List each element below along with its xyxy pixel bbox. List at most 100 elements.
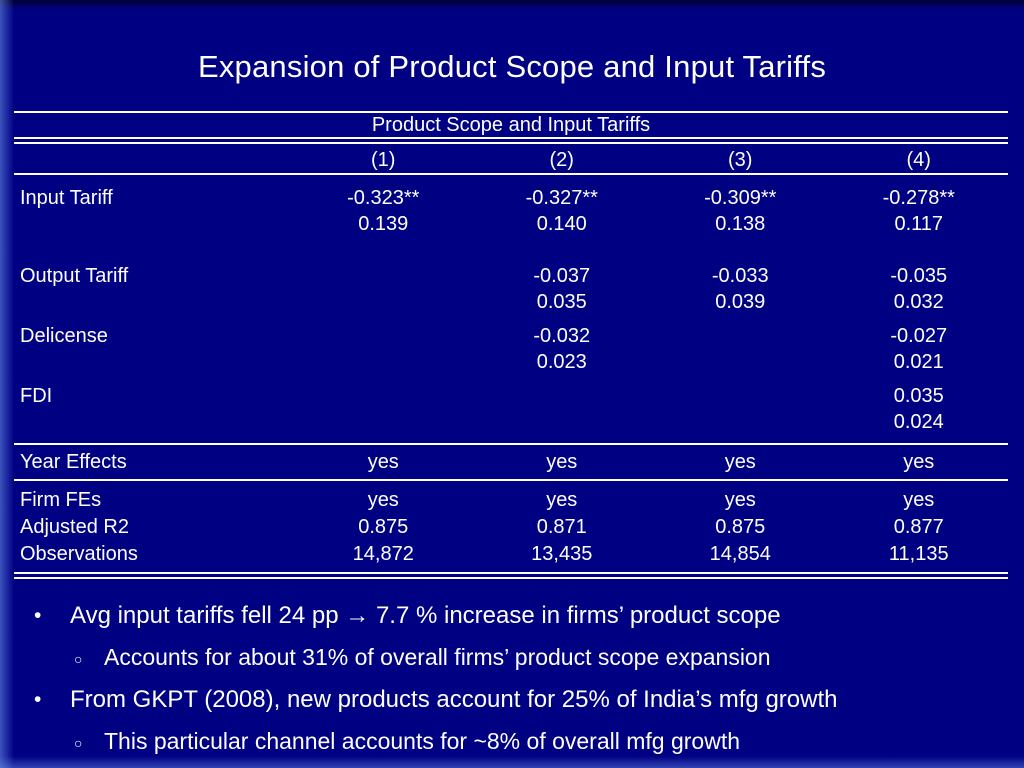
se-cell: 0.024 <box>893 411 944 433</box>
table-row: FDI 0.035 <box>14 383 1008 409</box>
value-cell: 14,854 <box>709 543 771 565</box>
value-cell: 0.871 <box>536 516 587 538</box>
coef-cell: -0.033 <box>711 265 769 287</box>
table-rule <box>14 479 1008 481</box>
value-cell: yes <box>903 451 935 473</box>
column-header-row: (1) (2) (3) (4) <box>14 147 1008 173</box>
value-cell: 0.875 <box>715 516 766 538</box>
table-row: Output Tariff -0.037 -0.033 -0.035 <box>14 263 1008 289</box>
empty-cell <box>14 289 294 315</box>
results-table: Product Scope and Input Tariffs (1) (2) … <box>14 111 1008 579</box>
empty-cell <box>14 409 294 435</box>
se-cell <box>651 409 830 435</box>
row-label: FDI <box>20 385 53 407</box>
coef-cell: -0.323** <box>347 187 420 209</box>
row-label: Observations <box>20 543 138 565</box>
bullet-item: • From GKPT (2008), new products account… <box>22 683 1004 716</box>
value-cell: yes <box>367 451 399 473</box>
bullet-text: From GKPT (2008), new products account f… <box>70 686 838 713</box>
se-cell: 0.023 <box>536 351 587 373</box>
variable-block-input-tariff: Input Tariff -0.323** -0.327** -0.309** … <box>14 185 1008 237</box>
value-cell: 0.877 <box>893 516 944 538</box>
row-label: Year Effects <box>20 451 127 473</box>
empty-cell <box>14 147 294 173</box>
bullet-circle-icon: ○ <box>74 651 83 667</box>
coef-cell: -0.327** <box>525 187 598 209</box>
bullet-circle-icon: ○ <box>74 735 83 751</box>
coef-cell <box>294 263 473 289</box>
value-cell: yes <box>546 451 578 473</box>
value-cell: yes <box>546 489 578 511</box>
coef-cell: -0.309** <box>704 187 777 209</box>
value-cell: 0.875 <box>358 516 409 538</box>
se-cell: 0.139 <box>358 213 409 235</box>
empty-cell <box>14 211 294 237</box>
table-row: Delicense -0.032 -0.027 <box>14 323 1008 349</box>
coef-cell: -0.037 <box>533 265 591 287</box>
row-label: Output Tariff <box>20 265 129 287</box>
bullet-text: This particular channel accounts for ~8%… <box>104 728 741 754</box>
se-cell: 0.032 <box>893 291 944 313</box>
se-cell <box>294 349 473 375</box>
variable-block-output-tariff: Output Tariff -0.037 -0.033 -0.035 0.035… <box>14 263 1008 315</box>
bullet-disc-icon: • <box>34 604 42 627</box>
se-cell: 0.021 <box>893 351 944 373</box>
column-header: (1) <box>371 149 396 171</box>
coef-cell <box>473 383 652 409</box>
table-row-observations: Observations 14,872 13,435 14,854 11,135 <box>14 541 1008 568</box>
row-label: Adjusted R2 <box>20 516 129 538</box>
slide-edge-left <box>0 0 14 768</box>
value-cell: yes <box>367 489 399 511</box>
value-cell: 14,872 <box>352 543 414 565</box>
value-cell: 13,435 <box>531 543 593 565</box>
se-cell <box>651 349 830 375</box>
table-row-year-effects: Year Effects yes yes yes yes <box>14 445 1008 479</box>
table-rule <box>14 443 1008 445</box>
se-cell <box>473 409 652 435</box>
table-rule-double <box>14 137 1008 144</box>
se-cell: 0.117 <box>894 213 944 235</box>
table-row-firm-fes: Firm FEs yes yes yes yes <box>14 481 1008 514</box>
bullet-subitem: ○ Accounts for about 31% of overall firm… <box>74 641 1004 675</box>
bullet-item: • Avg input tariffs fell 24 pp → 7.7 % i… <box>22 599 1004 632</box>
bullet-text: Avg input tariffs fell 24 pp → 7.7 % inc… <box>70 602 781 629</box>
se-cell <box>294 289 473 315</box>
table-row: 0.139 0.140 0.138 0.117 <box>14 211 1008 237</box>
table-rule-bottom <box>14 572 1008 579</box>
column-header: (4) <box>906 149 931 171</box>
coef-cell: -0.035 <box>890 265 948 287</box>
coef-cell <box>651 383 830 409</box>
table-rule <box>14 173 1008 175</box>
column-header: (3) <box>728 149 753 171</box>
page-title: Expansion of Product Scope and Input Tar… <box>197 49 827 84</box>
variable-block-delicense: Delicense -0.032 -0.027 0.023 0.021 <box>14 323 1008 375</box>
value-cell: yes <box>903 489 935 511</box>
bullet-text: Accounts for about 31% of overall firms’… <box>104 644 771 670</box>
table-row: 0.024 <box>14 409 1008 435</box>
row-label: Firm FEs <box>20 489 102 511</box>
coef-cell <box>294 383 473 409</box>
se-cell <box>294 409 473 435</box>
se-cell: 0.035 <box>536 291 587 313</box>
value-cell: yes <box>724 489 756 511</box>
coef-cell: -0.027 <box>890 325 948 347</box>
table-rule-top <box>14 111 1008 113</box>
table-row: Input Tariff -0.323** -0.327** -0.309** … <box>14 185 1008 211</box>
coef-cell: 0.035 <box>893 385 944 407</box>
value-cell: yes <box>724 451 756 473</box>
se-cell: 0.138 <box>715 213 766 235</box>
column-header: (2) <box>549 149 574 171</box>
coef-cell <box>294 323 473 349</box>
bullet-subitem: ○ This particular channel accounts for ~… <box>74 725 1004 759</box>
table-row-adjusted-r2: Adjusted R2 0.875 0.871 0.875 0.877 <box>14 514 1008 541</box>
value-cell: 11,135 <box>888 543 949 565</box>
row-label: Input Tariff <box>20 187 113 209</box>
table-row: 0.023 0.021 <box>14 349 1008 375</box>
se-cell: 0.140 <box>536 213 587 235</box>
variable-block-fdi: FDI 0.035 0.024 <box>14 383 1008 435</box>
se-cell: 0.039 <box>715 291 766 313</box>
empty-cell <box>14 349 294 375</box>
bullet-disc-icon: • <box>34 688 42 711</box>
coef-cell <box>651 323 830 349</box>
